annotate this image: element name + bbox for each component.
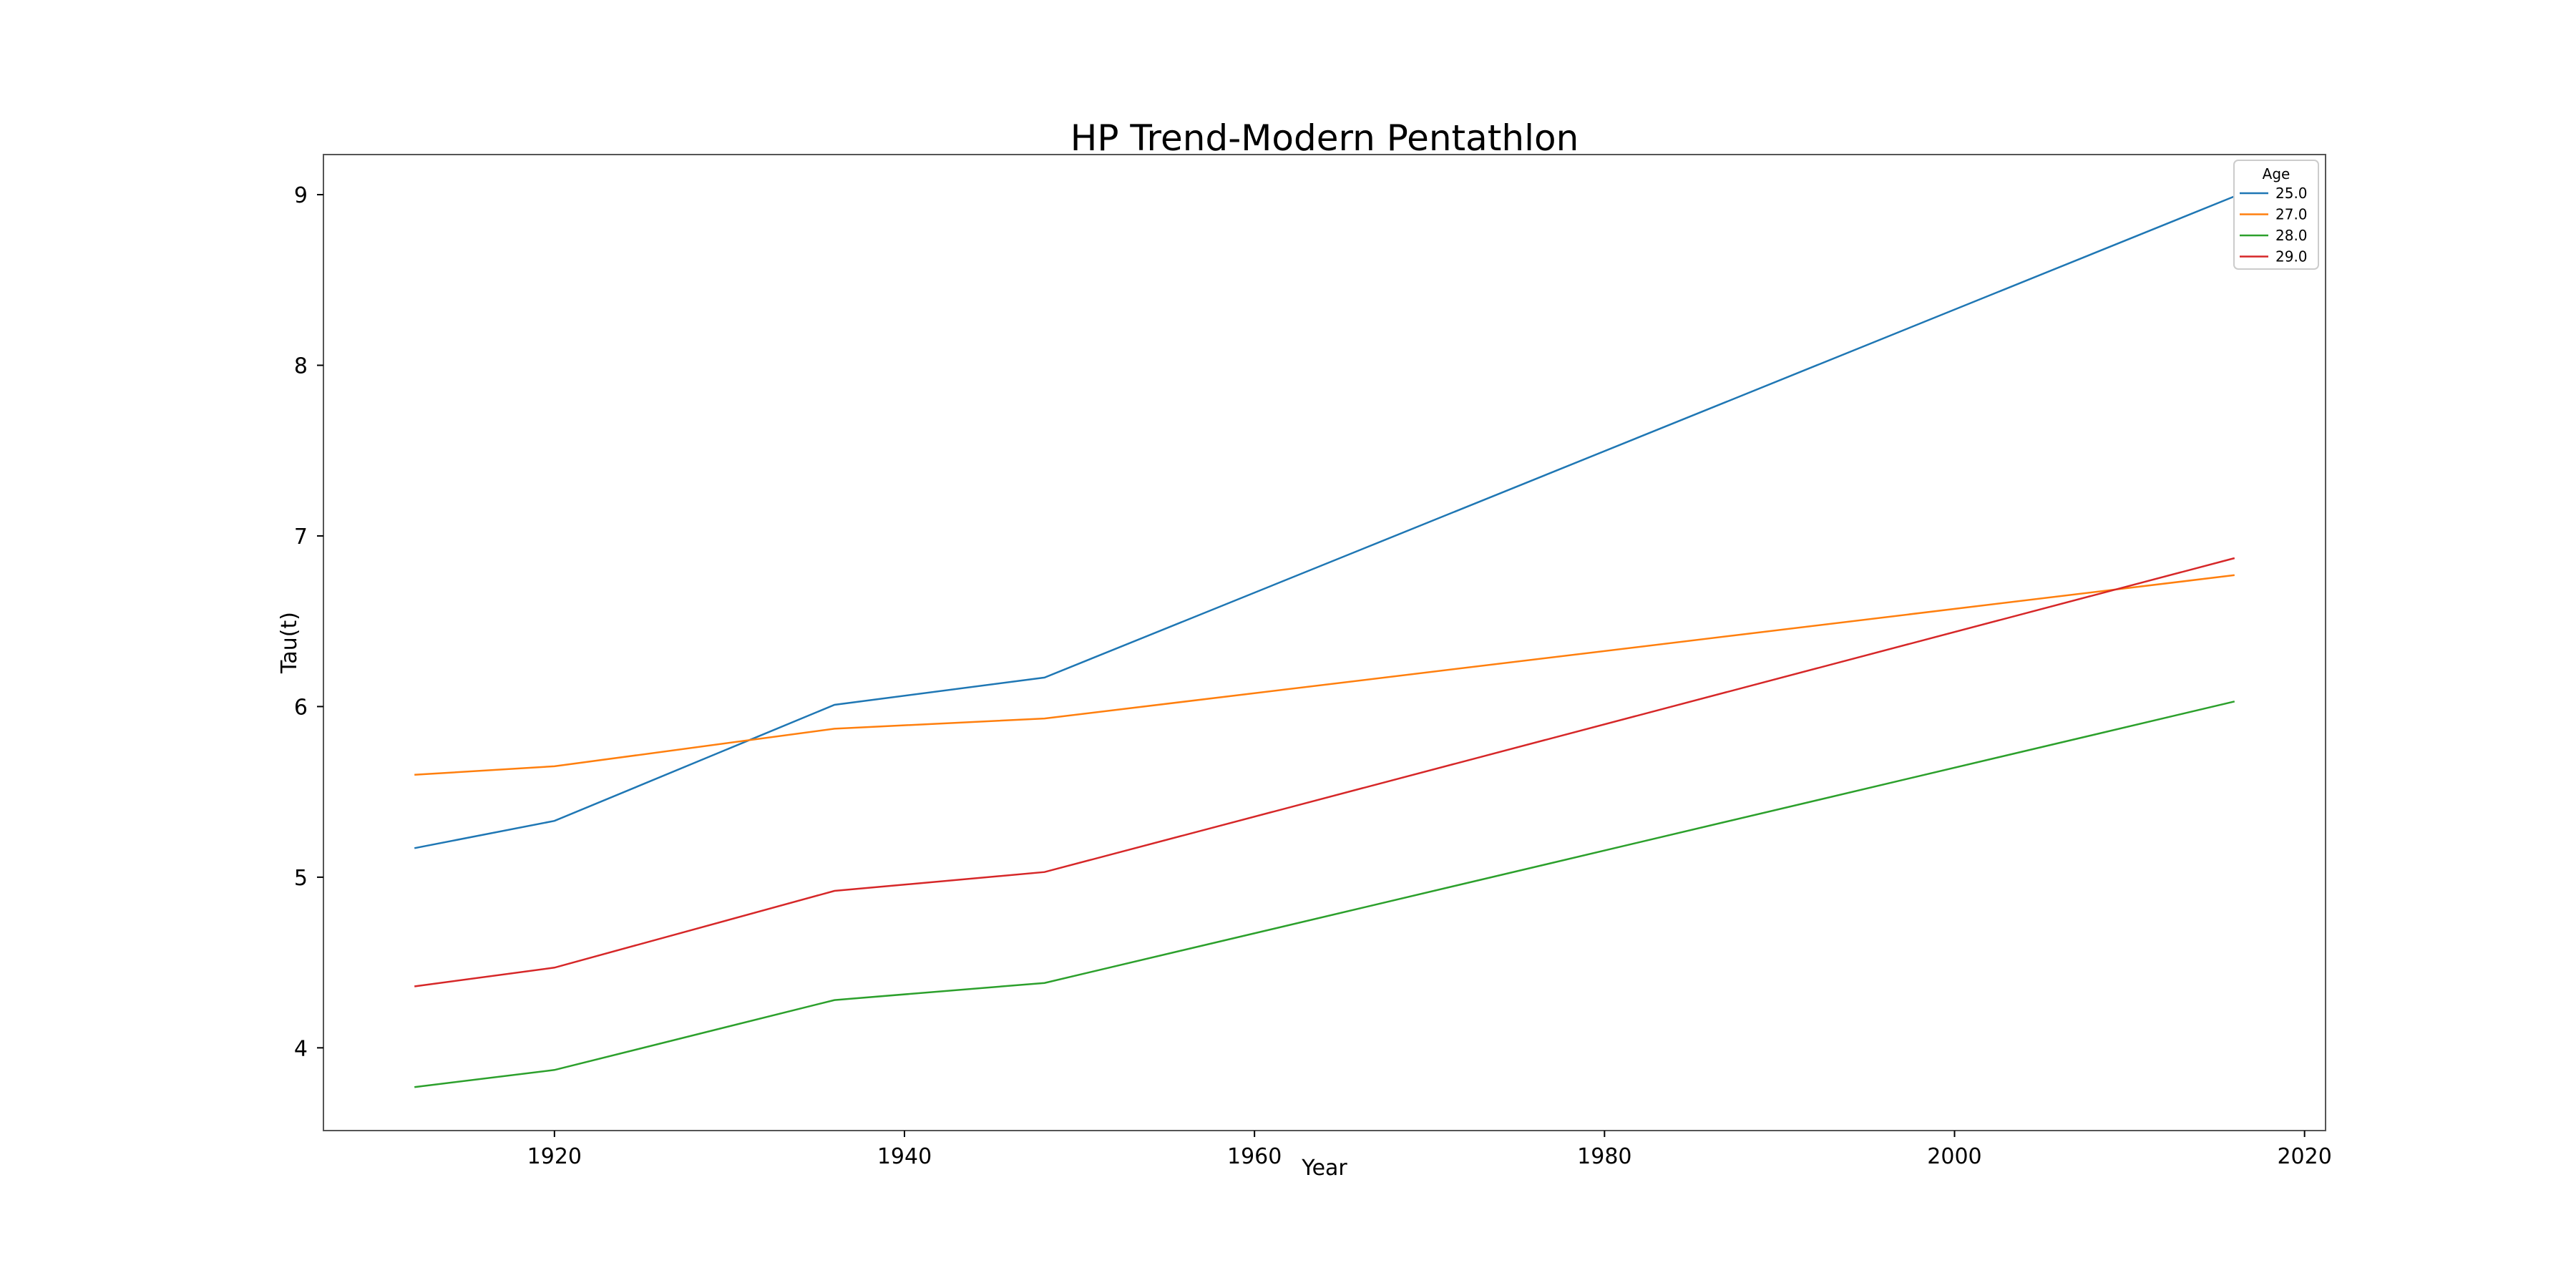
x-tick-label: 2000 (1927, 1144, 1981, 1169)
y-tick-label: 7 (294, 525, 308, 550)
y-axis-label: Tau(t) (277, 612, 302, 674)
x-axis: 1920 1940 1960 1980 2000 2020 (527, 1131, 2332, 1169)
x-tick-label: 1920 (527, 1144, 582, 1169)
plot-frame (323, 154, 2326, 1131)
legend-box (2233, 160, 2319, 270)
series-line-28.0 (414, 701, 2235, 1088)
series-line-25.0 (414, 195, 2235, 849)
x-tick-label: 2020 (2277, 1144, 2331, 1169)
x-tick-label: 1960 (1227, 1144, 1282, 1169)
y-tick-label: 8 (294, 354, 308, 379)
legend-label: 27.0 (2275, 206, 2308, 223)
legend-items: 25.0 27.0 28.0 29.0 (2240, 185, 2308, 265)
legend-label: 25.0 (2275, 185, 2308, 202)
y-axis: 4 5 6 7 8 9 (294, 183, 323, 1061)
y-tick-label: 9 (294, 183, 308, 208)
y-tick-label: 5 (294, 866, 308, 891)
x-tick-label: 1940 (877, 1144, 932, 1169)
y-tick-label: 4 (294, 1036, 308, 1061)
x-tick-label: 1980 (1577, 1144, 1631, 1169)
legend-label: 29.0 (2275, 248, 2308, 265)
series-line-27.0 (414, 574, 2235, 776)
legend-title: Age (2263, 165, 2290, 182)
plot-area (414, 195, 2235, 1088)
series-line-29.0 (414, 557, 2235, 987)
legend-label: 28.0 (2275, 227, 2308, 244)
legend: Age 25.0 27.0 28.0 29.0 (2233, 160, 2319, 270)
chart-title: HP Trend-Modern Pentathlon (1070, 117, 1579, 159)
y-tick-label: 6 (294, 695, 308, 720)
x-axis-label: Year (1301, 1156, 1347, 1181)
